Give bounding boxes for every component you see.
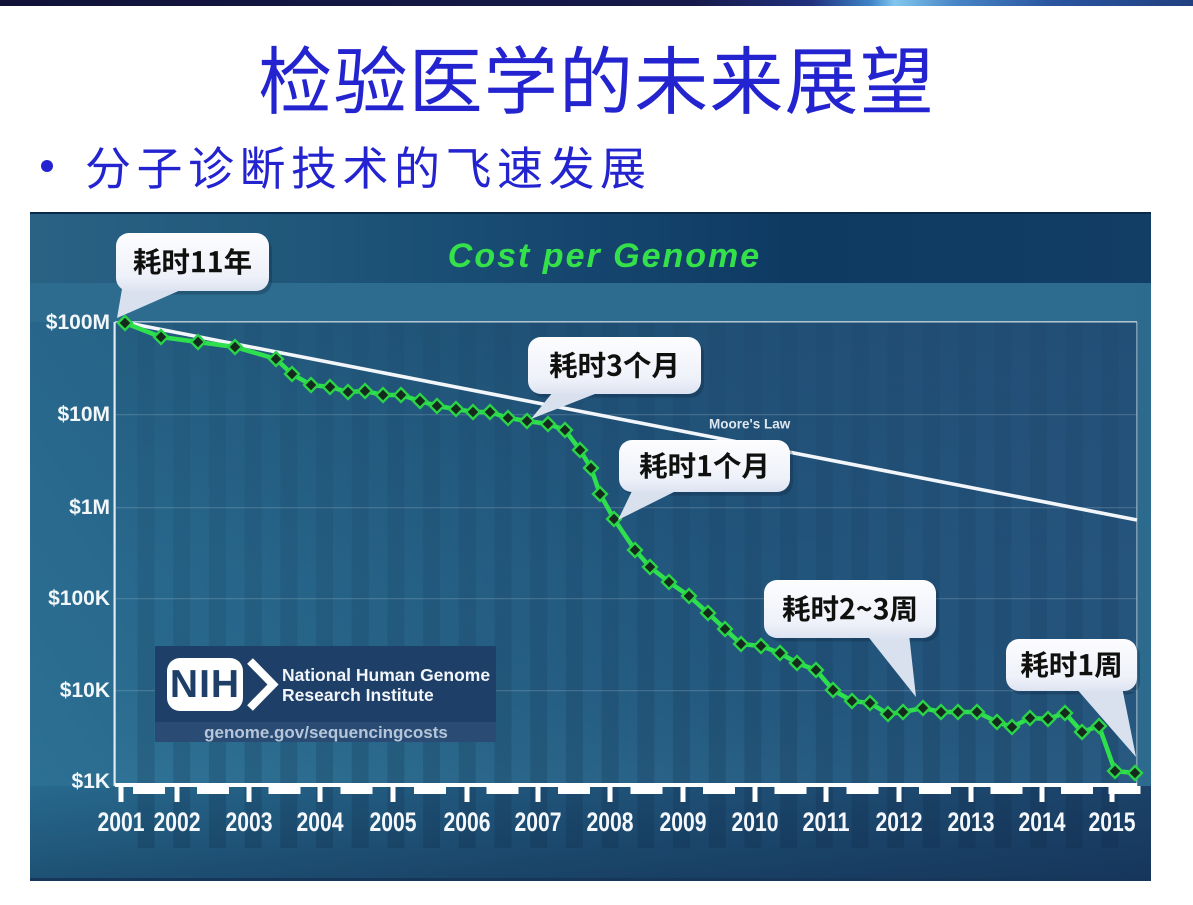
svg-text:2005: 2005 bbox=[370, 807, 417, 837]
svg-text:2008: 2008 bbox=[587, 807, 634, 837]
svg-text:2013: 2013 bbox=[948, 807, 995, 837]
svg-text:2014: 2014 bbox=[1019, 807, 1066, 837]
svg-text:2011: 2011 bbox=[803, 807, 850, 837]
svg-text:2003: 2003 bbox=[226, 807, 273, 837]
svg-text:2006: 2006 bbox=[444, 807, 491, 837]
svg-text:NIH: NIH bbox=[170, 663, 240, 706]
svg-text:$1M: $1M bbox=[69, 496, 110, 519]
svg-text:2009: 2009 bbox=[660, 807, 707, 837]
svg-text:2012: 2012 bbox=[876, 807, 923, 837]
svg-text:2010: 2010 bbox=[732, 807, 779, 837]
svg-text:$10K: $10K bbox=[60, 679, 110, 702]
svg-text:2007: 2007 bbox=[515, 807, 562, 837]
svg-text:2001: 2001 bbox=[98, 807, 145, 837]
svg-text:genome.gov/sequencingcosts: genome.gov/sequencingcosts bbox=[204, 723, 448, 742]
svg-text:Research Institute: Research Institute bbox=[282, 685, 434, 705]
svg-text:Moore's Law: Moore's Law bbox=[709, 417, 791, 432]
svg-text:2004: 2004 bbox=[297, 807, 344, 837]
svg-text:$100M: $100M bbox=[46, 311, 110, 334]
svg-text:Cost per Genome: Cost per Genome bbox=[448, 237, 761, 275]
svg-text:National Human Genome: National Human Genome bbox=[282, 665, 490, 685]
svg-text:$1K: $1K bbox=[71, 770, 110, 793]
svg-text:2002: 2002 bbox=[154, 807, 201, 837]
svg-text:$100K: $100K bbox=[48, 587, 110, 610]
svg-text:$10M: $10M bbox=[57, 403, 110, 426]
svg-text:2015: 2015 bbox=[1089, 807, 1136, 837]
